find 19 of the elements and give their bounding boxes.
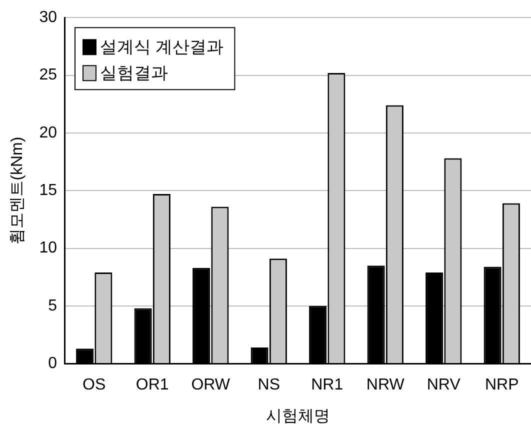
y-tick-label: 20 xyxy=(39,124,58,142)
x-tick-label: NR1 xyxy=(311,376,344,394)
y-tick-label: 30 xyxy=(39,9,58,26)
y-tick-label: 25 xyxy=(39,66,58,84)
y-tick-label: 0 xyxy=(48,355,58,372)
x-tick-label: NRW xyxy=(366,376,406,394)
y-tick-label: 5 xyxy=(48,297,58,314)
x-tick-label: OS xyxy=(82,376,106,394)
x-tick-label: OR1 xyxy=(136,376,169,394)
x-axis-title: 시험체명 xyxy=(266,408,330,425)
x-tick-label: NRV xyxy=(426,376,461,394)
y-axis-title: 휨모멘트(kNm) xyxy=(9,136,26,244)
x-tick-label: NRP xyxy=(484,376,519,394)
legend-label: 설계식 계산결과 xyxy=(100,37,224,56)
y-tick-label: 15 xyxy=(39,182,58,200)
x-tick-label: NS xyxy=(258,376,280,394)
y-tick-label: 10 xyxy=(39,240,58,257)
x-tick-label: ORW xyxy=(191,376,231,394)
legend-label: 실험결과 xyxy=(100,63,168,82)
